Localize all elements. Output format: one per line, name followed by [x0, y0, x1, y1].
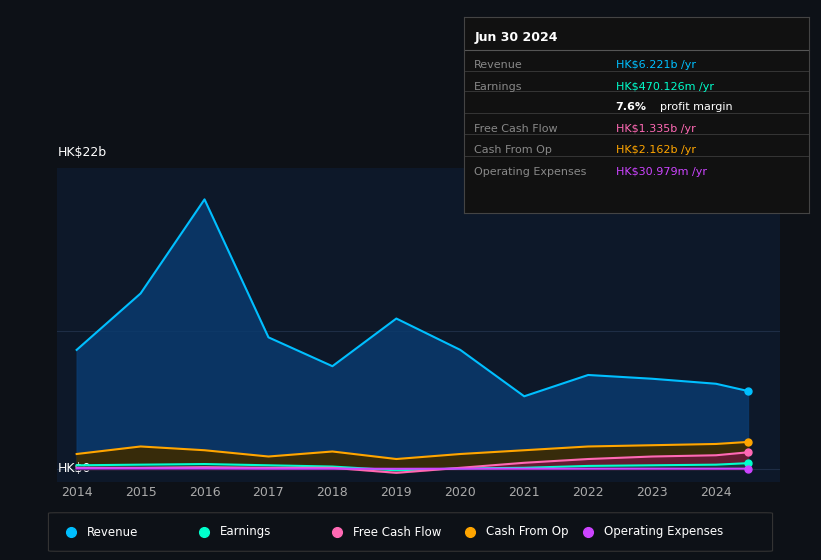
Text: Free Cash Flow: Free Cash Flow	[353, 525, 441, 539]
Text: Cash From Op: Cash From Op	[486, 525, 568, 539]
Text: Operating Expenses: Operating Expenses	[475, 167, 586, 177]
Text: 7.6%: 7.6%	[616, 102, 647, 112]
Text: HK$6.221b /yr: HK$6.221b /yr	[616, 60, 695, 70]
Text: Operating Expenses: Operating Expenses	[604, 525, 723, 539]
Text: HK$1.335b /yr: HK$1.335b /yr	[616, 124, 695, 134]
Text: Earnings: Earnings	[475, 82, 523, 92]
Text: Cash From Op: Cash From Op	[475, 145, 552, 155]
Text: HK$2.162b /yr: HK$2.162b /yr	[616, 145, 695, 155]
Text: Free Cash Flow: Free Cash Flow	[475, 124, 557, 134]
Text: Revenue: Revenue	[87, 525, 138, 539]
Text: Jun 30 2024: Jun 30 2024	[475, 31, 557, 44]
Text: HK$30.979m /yr: HK$30.979m /yr	[616, 167, 707, 177]
Text: profit margin: profit margin	[660, 102, 733, 112]
Text: HK$0: HK$0	[57, 461, 91, 475]
Text: Revenue: Revenue	[475, 60, 523, 70]
Text: HK$22b: HK$22b	[57, 146, 107, 158]
Text: HK$470.126m /yr: HK$470.126m /yr	[616, 82, 713, 92]
Text: Earnings: Earnings	[220, 525, 271, 539]
